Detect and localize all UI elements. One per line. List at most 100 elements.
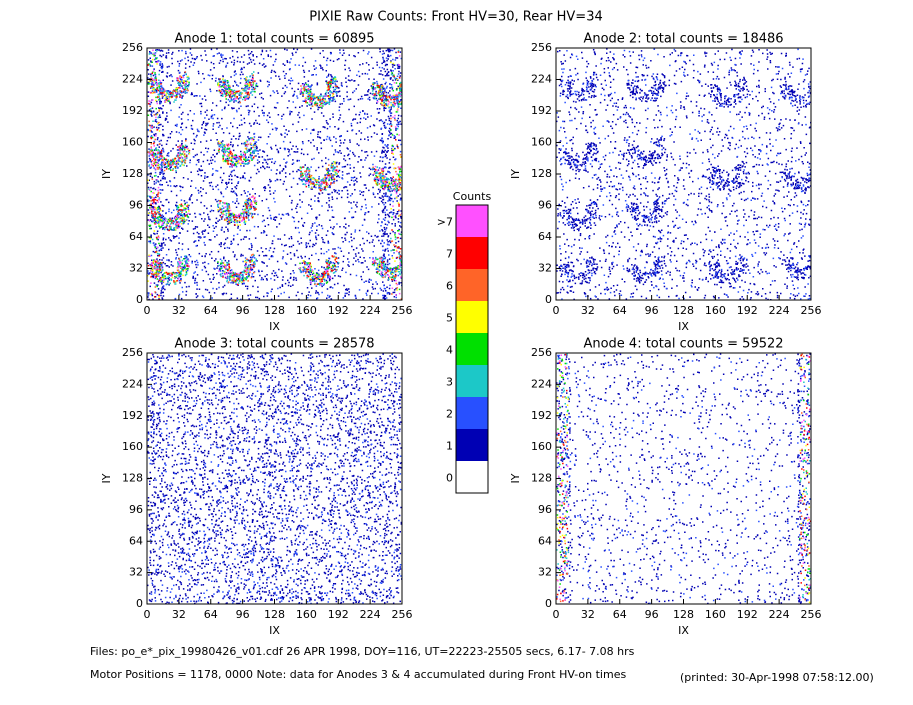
x-tick-label: 0	[144, 608, 151, 621]
y-tick-label: 224	[122, 73, 143, 86]
x-tick-label: 32	[581, 304, 595, 317]
y-tick-label: 0	[545, 597, 552, 610]
x-tick-label: 128	[264, 304, 285, 317]
footer-motor: Motor Positions = 1178, 0000 Note: data …	[90, 668, 626, 681]
count-pixels	[147, 71, 403, 300]
x-tick-label: 160	[705, 304, 726, 317]
panel-title: Anode 3: total counts = 28578	[174, 337, 374, 352]
colorbar-title: Counts	[453, 190, 492, 203]
x-tick-label: 96	[645, 304, 659, 317]
y-tick-label: 256	[531, 41, 552, 54]
x-tick-label: 224	[360, 304, 381, 317]
x-tick-label: 128	[673, 608, 694, 621]
x-tick-label: 224	[769, 304, 790, 317]
y-tick-label: 224	[531, 73, 552, 86]
x-tick-label: 160	[296, 608, 317, 621]
x-tick-label: 160	[705, 608, 726, 621]
y-axis-label: IY	[100, 473, 113, 483]
y-axis-label: IY	[100, 169, 113, 179]
x-tick-label: 128	[673, 304, 694, 317]
colorbar-box	[456, 461, 488, 493]
x-tick-label: 256	[392, 608, 413, 621]
colorbar-box	[456, 301, 488, 333]
x-tick-label: 128	[264, 608, 285, 621]
colorbar-box	[456, 397, 488, 429]
x-tick-label: 192	[737, 304, 758, 317]
y-tick-label: 160	[122, 440, 143, 453]
y-tick-label: 0	[545, 293, 552, 306]
count-pixels	[556, 354, 811, 605]
y-tick-label: 192	[531, 409, 552, 422]
x-tick-label: 192	[737, 608, 758, 621]
colorbar-box	[456, 365, 488, 397]
y-tick-label: 192	[122, 104, 143, 117]
x-tick-label: 0	[553, 608, 560, 621]
count-pixels	[556, 353, 810, 603]
colorbar-label: 4	[446, 344, 453, 357]
footer-files: Files: po_e*_pix_19980426_v01.cdf 26 APR…	[90, 645, 635, 658]
y-tick-label: 160	[531, 136, 552, 149]
y-tick-label: 64	[538, 534, 552, 547]
colorbar-box	[456, 205, 488, 237]
count-pixels	[556, 353, 812, 598]
y-tick-label: 64	[129, 534, 143, 547]
x-tick-label: 96	[236, 304, 250, 317]
colorbar-label: 0	[446, 472, 453, 485]
footer-printed: (printed: 30-Apr-1998 07:58:12.00)	[680, 671, 874, 684]
page-title: PIXIE Raw Counts: Front HV=30, Rear HV=3…	[309, 10, 603, 25]
colorbar-label: 6	[446, 280, 453, 293]
y-tick-label: 256	[122, 41, 143, 54]
count-pixels	[147, 353, 403, 605]
y-tick-label: 224	[122, 377, 143, 390]
y-tick-label: 96	[538, 199, 552, 212]
x-tick-label: 32	[581, 608, 595, 621]
x-tick-label: 32	[172, 608, 186, 621]
y-tick-label: 160	[531, 440, 552, 453]
count-pixels	[556, 353, 812, 602]
y-axis-label: IY	[509, 169, 522, 179]
colorbar-label: 3	[446, 376, 453, 389]
colorbar-label: 2	[446, 408, 453, 421]
panel-title: Anode 2: total counts = 18486	[583, 32, 783, 47]
x-tick-label: 64	[204, 304, 218, 317]
x-tick-label: 64	[613, 608, 627, 621]
y-tick-label: 128	[122, 167, 143, 180]
x-tick-label: 192	[328, 304, 349, 317]
y-axis-label: IY	[509, 473, 522, 483]
y-tick-label: 64	[129, 230, 143, 243]
x-tick-label: 256	[392, 304, 413, 317]
colorbar-box	[456, 237, 488, 269]
y-tick-label: 32	[129, 566, 143, 579]
count-pixels	[556, 48, 812, 301]
y-tick-label: 128	[531, 472, 552, 485]
x-axis-label: IX	[269, 624, 280, 637]
colorbar-label: 1	[446, 440, 453, 453]
y-tick-label: 96	[538, 503, 552, 516]
x-tick-label: 96	[236, 608, 250, 621]
colorbar-label: >7	[437, 216, 453, 229]
y-tick-label: 128	[122, 472, 143, 485]
x-tick-label: 256	[801, 304, 822, 317]
x-tick-label: 0	[553, 304, 560, 317]
colorbar-box	[456, 269, 488, 301]
y-tick-label: 32	[538, 262, 552, 275]
colorbar-label: 7	[446, 248, 453, 261]
y-tick-label: 256	[122, 346, 143, 359]
colorbar-box	[456, 429, 488, 461]
x-tick-label: 224	[769, 608, 790, 621]
y-tick-label: 32	[129, 262, 143, 275]
y-tick-label: 0	[136, 597, 143, 610]
x-axis-label: IX	[678, 624, 689, 637]
y-tick-label: 256	[531, 346, 552, 359]
colorbar-frame	[455, 204, 489, 494]
y-tick-label: 160	[122, 136, 143, 149]
panel-title: Anode 1: total counts = 60895	[174, 32, 374, 47]
y-tick-label: 96	[129, 503, 143, 516]
y-tick-label: 192	[531, 104, 552, 117]
x-axis-label: IX	[678, 320, 689, 333]
count-pixels	[556, 354, 811, 601]
y-tick-label: 0	[136, 293, 143, 306]
x-tick-label: 96	[645, 608, 659, 621]
colorbar-box	[456, 333, 488, 365]
